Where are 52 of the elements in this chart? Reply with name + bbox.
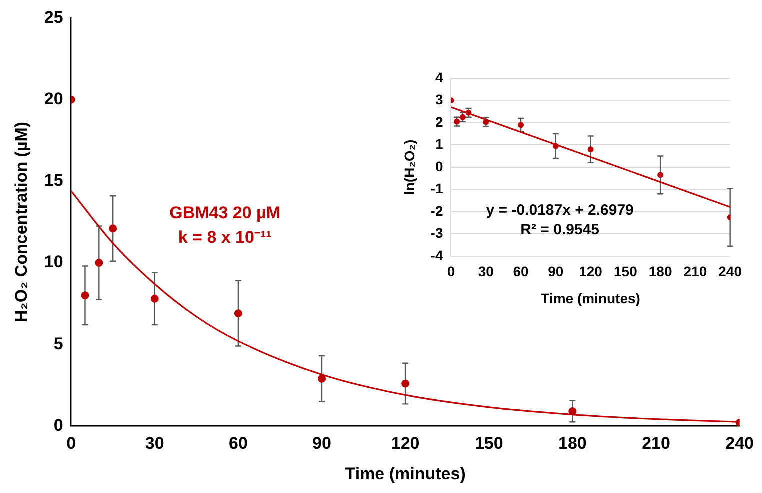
point — [402, 380, 410, 388]
point — [658, 172, 664, 178]
x-axis-title: Time (minutes) — [541, 290, 640, 306]
y-tick-label: 15 — [44, 171, 64, 190]
y-tick-label: -2 — [430, 202, 444, 219]
point — [150, 294, 159, 303]
point — [518, 122, 524, 128]
point — [588, 146, 594, 153]
x-tick-label: 180 — [648, 264, 672, 280]
y-tick-label: 1 — [435, 136, 444, 152]
x-tick-label: 90 — [312, 434, 332, 454]
annotation: R² = 0.9545 — [520, 222, 600, 239]
x-axis-title: Time (minutes) — [345, 464, 466, 484]
x-tick-label: 120 — [579, 264, 603, 280]
y-tick-label: -3 — [430, 225, 444, 242]
y-tick-label: -1 — [430, 180, 444, 197]
x-tick-label: 240 — [718, 264, 742, 280]
x-tick-label: 240 — [726, 434, 754, 454]
y-tick-label: 20 — [44, 89, 64, 108]
x-tick-label: 0 — [447, 264, 456, 280]
y-tick-label: 2 — [435, 114, 444, 130]
x-tick-label: 90 — [548, 264, 564, 280]
point — [234, 310, 242, 318]
x-tick-label: 150 — [474, 434, 504, 454]
y-tick-label: 25 — [44, 8, 64, 27]
x-tick-label: 30 — [145, 434, 164, 454]
y-tick-label: 4 — [435, 69, 444, 86]
x-tick-label: 30 — [478, 264, 494, 280]
point — [81, 292, 90, 300]
x-tick-label: 60 — [513, 264, 530, 280]
y-tick-label: 0 — [54, 416, 64, 435]
point — [552, 143, 559, 150]
annotation: GBM43 20 µM — [170, 204, 281, 223]
y-tick-label: 5 — [54, 334, 64, 354]
annotation: k = 8 x 10⁻¹¹ — [178, 228, 272, 248]
y-tick-label: -4 — [430, 247, 444, 264]
x-tick-label: 0 — [66, 434, 76, 454]
point — [95, 259, 104, 267]
y-axis-title: ln(H₂O₂) — [401, 140, 418, 196]
annotation: y = -0.0187x + 2.6979 — [486, 202, 634, 220]
x-tick-label: 180 — [558, 434, 587, 454]
y-tick-label: 3 — [435, 92, 444, 108]
x-tick-label: 60 — [228, 434, 248, 454]
y-tick-label: 0 — [435, 158, 444, 174]
x-tick-label: 210 — [642, 434, 670, 454]
x-tick-label: 150 — [614, 264, 638, 280]
x-tick-label: 210 — [684, 264, 708, 280]
point — [109, 224, 118, 233]
x-tick-label: 120 — [391, 434, 420, 454]
point — [318, 374, 326, 383]
y-tick-label: 10 — [44, 252, 64, 272]
y-axis-title: H₂O₂ Concentration (µM) — [12, 122, 31, 322]
